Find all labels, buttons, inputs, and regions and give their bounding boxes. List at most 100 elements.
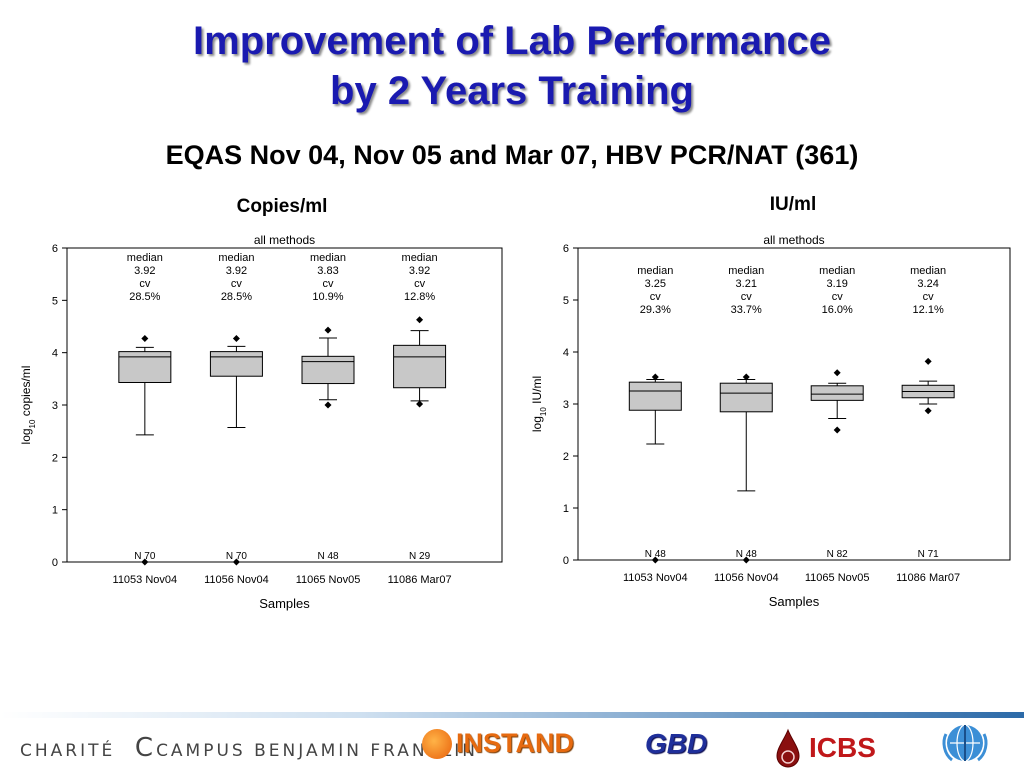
x-tick-label: 11065 Nov05 xyxy=(296,574,361,586)
n-count-label: N 48 xyxy=(645,549,667,560)
stat-median-label: median xyxy=(910,265,946,277)
box xyxy=(628,381,682,411)
stat-median-value: 3.21 xyxy=(736,278,757,290)
outlier-point xyxy=(324,401,332,409)
stat-median-value: 3.92 xyxy=(134,265,155,277)
stat-median-label: median xyxy=(728,265,764,277)
y-tick-label: 0 xyxy=(563,555,569,567)
campus-wordmark: CAMPUS BENJAMIN FRANKLIN xyxy=(156,741,478,761)
stat-median-value: 3.92 xyxy=(409,265,430,277)
icbs-wordmark: ICBS xyxy=(809,732,876,763)
y-tick-label: 5 xyxy=(563,295,569,307)
stat-median-label: median xyxy=(127,252,163,264)
stat-median-label: median xyxy=(819,265,855,277)
outlier-point xyxy=(742,556,750,564)
left-panel-title: Copies/ml xyxy=(236,196,328,217)
who-emblem-icon xyxy=(942,724,988,762)
y-tick-label: 1 xyxy=(563,503,569,515)
outlier-point xyxy=(924,357,932,365)
blood-drop-icon xyxy=(776,728,800,768)
stat-cv-value: 10.9% xyxy=(312,291,343,303)
stat-median-value: 3.19 xyxy=(826,278,847,290)
stat-cv-value: 28.5% xyxy=(221,291,252,303)
y-tick-label: 6 xyxy=(52,243,58,255)
y-tick-label: 6 xyxy=(563,243,569,255)
n-count-label: N 29 xyxy=(409,551,431,562)
stat-median-label: median xyxy=(310,252,346,264)
stat-cv-value: 12.1% xyxy=(913,304,944,316)
charite-wordmark: CHARITÉ xyxy=(20,741,116,761)
x-tick-label: 11053 Nov04 xyxy=(113,574,178,586)
outlier-point xyxy=(924,407,932,415)
y-axis-label: log10 IU/ml xyxy=(530,376,548,432)
n-count-label: N 71 xyxy=(918,549,940,560)
stat-cv-label: cv xyxy=(923,291,935,303)
stat-median-value: 3.83 xyxy=(317,265,338,277)
x-tick-label: 11056 Nov04 xyxy=(204,574,269,586)
slide-subtitle: EQAS Nov 04, Nov 05 and Mar 07, HBV PCR/… xyxy=(165,140,859,170)
stat-median-label: median xyxy=(637,265,673,277)
outlier-point xyxy=(324,326,332,334)
x-tick-label: 11086 Mar07 xyxy=(388,574,452,586)
n-count-label: N 48 xyxy=(736,549,758,560)
instand-wordmark: INSTAND xyxy=(456,728,574,758)
box xyxy=(810,385,864,401)
charite-logo: CHARITÉ CCAMPUS BENJAMIN FRANKLIN xyxy=(20,733,478,763)
y-axis-label: log10 copies/ml xyxy=(19,366,37,445)
stat-cv-label: cv xyxy=(414,278,426,290)
slide-title-line-2: by 2 Years Training xyxy=(330,69,694,113)
y-tick-label: 5 xyxy=(52,295,58,307)
y-tick-label: 4 xyxy=(52,348,58,360)
x-axis-label: Samples xyxy=(769,594,820,609)
y-tick-label: 3 xyxy=(52,400,58,412)
stat-median-value: 3.92 xyxy=(226,265,247,277)
instand-emblem-icon xyxy=(422,728,452,759)
box xyxy=(393,344,447,389)
icbs-logo: ICBS xyxy=(775,728,876,768)
stat-cv-label: cv xyxy=(139,278,151,290)
instand-logo: INSTAND xyxy=(422,728,574,759)
outlier-point xyxy=(833,369,841,377)
box xyxy=(301,355,355,385)
y-tick-label: 3 xyxy=(563,399,569,411)
x-axis-label: Samples xyxy=(259,596,310,611)
stat-cv-label: cv xyxy=(323,278,335,290)
stat-cv-label: cv xyxy=(832,291,844,303)
stat-cv-value: 29.3% xyxy=(640,304,671,316)
n-count-label: N 70 xyxy=(226,551,248,562)
outlier-point xyxy=(833,426,841,434)
stat-cv-value: 33.7% xyxy=(731,304,762,316)
n-count-label: N 82 xyxy=(827,549,849,560)
gbd-logo: GBD xyxy=(645,728,708,759)
stat-cv-value: 12.8% xyxy=(404,291,435,303)
stat-cv-value: 28.5% xyxy=(129,291,160,303)
outlier-point xyxy=(416,316,424,324)
slide-title-line-1: Improvement of Lab Performance xyxy=(193,19,831,63)
stat-median-value: 3.24 xyxy=(917,278,938,290)
n-count-label: N 48 xyxy=(317,551,339,562)
chart-subtitle: all methods xyxy=(763,233,824,247)
stat-median-label: median xyxy=(402,252,438,264)
campus-c-mark: C xyxy=(123,733,157,763)
outlier-point xyxy=(141,335,149,343)
x-tick-label: 11053 Nov04 xyxy=(623,572,688,584)
outlier-point xyxy=(742,373,750,381)
outlier-point xyxy=(651,556,659,564)
y-tick-label: 2 xyxy=(52,452,58,464)
box xyxy=(209,351,263,377)
footer-divider xyxy=(0,712,1024,718)
stat-median-label: median xyxy=(218,252,254,264)
box xyxy=(719,382,773,413)
y-tick-label: 0 xyxy=(52,557,58,569)
outlier-point xyxy=(232,558,240,566)
stat-cv-value: 16.0% xyxy=(822,304,853,316)
chart-subtitle: all methods xyxy=(254,233,315,247)
y-tick-label: 4 xyxy=(563,347,569,359)
stat-cv-label: cv xyxy=(231,278,243,290)
x-tick-label: 11065 Nov05 xyxy=(805,572,870,584)
x-tick-label: 11086 Mar07 xyxy=(896,572,960,584)
x-tick-label: 11056 Nov04 xyxy=(714,572,779,584)
n-count-label: N 70 xyxy=(134,551,156,562)
outlier-point xyxy=(416,400,424,408)
box xyxy=(118,351,172,383)
